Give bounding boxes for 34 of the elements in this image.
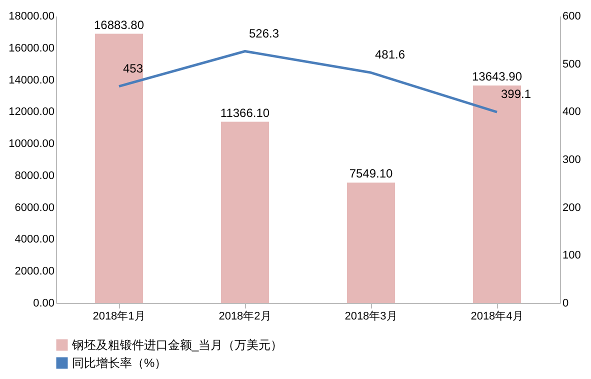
- y2-tick-label: 100: [562, 250, 581, 262]
- y-tick-label: 0.00: [33, 298, 54, 310]
- y-tick-label: 4000.00: [14, 234, 54, 246]
- data-label: 11366.10: [220, 106, 270, 120]
- legend-label: 同比增长率（%）: [72, 356, 167, 370]
- y-tick-label: 12000.00: [8, 106, 54, 118]
- bar: [221, 122, 269, 303]
- data-label: 453: [123, 61, 144, 76]
- y2-tick-label: 400: [562, 106, 581, 118]
- y2-tick-label: 300: [562, 154, 581, 166]
- y-tick-label: 8000.00: [14, 170, 54, 182]
- x-tick-label: 2018年2月: [218, 310, 272, 322]
- bar: [95, 34, 143, 303]
- y-tick-label: 6000.00: [14, 202, 54, 214]
- x-tick-label: 2018年3月: [344, 310, 398, 322]
- data-label: 7549.10: [349, 166, 394, 181]
- y2-tick-label: 600: [562, 10, 581, 22]
- data-label: 13643.90: [472, 69, 522, 84]
- legend-label: 钢坯及粗锻件进口金额_当月（万美元）: [71, 338, 283, 352]
- y-tick-label: 2000.00: [14, 266, 54, 278]
- data-label: 16883.80: [94, 18, 144, 32]
- data-label: 399.1: [501, 87, 532, 102]
- y-tick-label: 10000.00: [8, 138, 54, 150]
- y2-tick-label: 500: [562, 58, 581, 70]
- x-tick-label: 2018年1月: [92, 310, 146, 322]
- bar: [347, 182, 395, 303]
- y-tick-label: 14000.00: [8, 74, 54, 86]
- y2-tick-label: 0: [562, 298, 569, 310]
- data-label: 526.3: [249, 26, 280, 40]
- x-tick-label: 2018年4月: [470, 310, 524, 322]
- y2-tick-label: 200: [562, 202, 581, 214]
- y-tick-label: 18000.00: [8, 10, 54, 22]
- data-label: 481.6: [375, 48, 406, 62]
- y-tick-label: 16000.00: [8, 42, 54, 54]
